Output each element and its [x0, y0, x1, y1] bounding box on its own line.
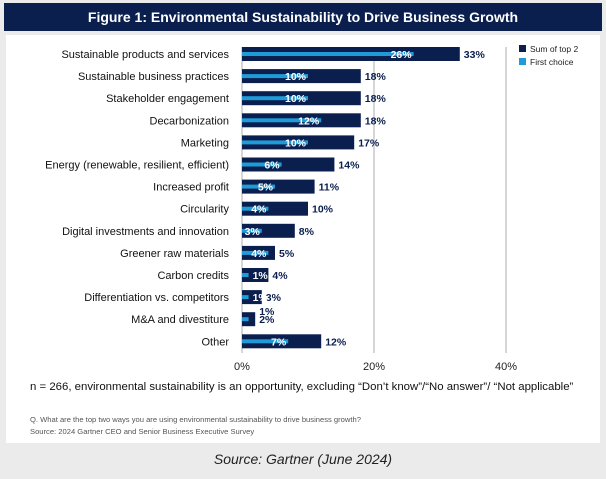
category-label: Other — [201, 336, 229, 348]
bar-first-choice — [242, 317, 249, 322]
bar-sum-top2 — [242, 179, 315, 194]
legend-item-first-choice: First choice — [519, 55, 578, 68]
data-label-first: 1% — [253, 292, 269, 304]
data-label-first: 1% — [259, 306, 275, 318]
bar-chart: 0% 20% 40% Sustainable products and service… — [45, 47, 517, 373]
data-label-first: 5% — [258, 182, 274, 194]
bar-first-choice — [242, 118, 322, 123]
question-note: Q. What are the top two ways you are usi… — [30, 415, 361, 424]
data-label-sum: 8% — [299, 226, 315, 238]
category-label: Marketing — [181, 137, 229, 149]
bar-first-choice — [242, 250, 269, 255]
bar-sum-top2 — [242, 223, 295, 238]
data-label-sum: 18% — [365, 71, 387, 83]
data-label-first: 3% — [245, 226, 261, 238]
data-label-first: 26% — [391, 49, 413, 61]
data-label-first: 12% — [298, 115, 320, 127]
category-label: Greener raw materials — [120, 248, 229, 260]
bar-first-choice — [242, 228, 262, 233]
category-label: Increased profit — [153, 182, 229, 194]
x-tick-label: 0% — [234, 361, 250, 373]
chart-title: Figure 1: Environmental Sustainability t… — [4, 3, 602, 31]
bar-sum-top2 — [242, 268, 269, 282]
data-label-sum: 4% — [272, 270, 288, 282]
category-label: Carbon credits — [157, 270, 229, 282]
data-label-sum: 3% — [266, 292, 282, 304]
data-label-sum: 11% — [319, 182, 340, 194]
bar-first-choice — [242, 273, 249, 277]
data-label-sum: 14% — [338, 160, 360, 172]
x-tick-label: 20% — [363, 361, 385, 373]
data-label-sum: 2% — [259, 314, 275, 326]
bar-first-choice — [242, 184, 275, 189]
survey-source: Source: 2024 Gartner CEO and Senior Busi… — [30, 427, 255, 436]
sample-note: n = 266, environmental sustainability is… — [30, 381, 574, 393]
legend-label-sum-top2: Sum of top 2 — [530, 43, 579, 54]
data-label-first: 6% — [264, 160, 280, 172]
data-label-first: 10% — [285, 137, 307, 149]
data-label-sum: 5% — [279, 248, 295, 260]
category-label: Digital investments and innovation — [62, 226, 229, 238]
category-label: Sustainable products and services — [61, 49, 229, 61]
bar-first-choice — [242, 206, 269, 211]
bar-sum-top2 — [242, 201, 308, 216]
data-label-first: 4% — [251, 204, 267, 216]
category-label: Circularity — [180, 204, 229, 216]
bar-sum-top2 — [242, 157, 335, 172]
data-label-first: 1% — [253, 270, 269, 282]
legend: Sum of top 2 First choice — [519, 42, 578, 68]
data-label-first: 10% — [285, 93, 307, 105]
category-label: Decarbonization — [150, 115, 230, 127]
data-label-sum: 10% — [312, 204, 334, 216]
data-label-first: 7% — [271, 336, 287, 348]
bar-first-choice — [242, 339, 289, 344]
category-label: M&A and divestiture — [131, 314, 229, 326]
data-label-sum: 12% — [325, 336, 347, 348]
data-label-first: 4% — [251, 248, 267, 260]
bar-first-choice — [242, 295, 249, 300]
category-label: Sustainable business practices — [78, 71, 230, 83]
data-label-sum: 18% — [365, 93, 387, 105]
legend-swatch-first-choice — [519, 58, 526, 65]
legend-swatch-sum-top2 — [519, 45, 526, 52]
source-caption: Source: Gartner (June 2024) — [213, 451, 393, 467]
legend-label-first-choice: First choice — [530, 56, 574, 67]
category-label: Differentiation vs. competitors — [84, 292, 229, 304]
bar-first-choice — [242, 96, 308, 101]
legend-item-sum-top2: Sum of top 2 — [519, 42, 578, 55]
category-label: Stakeholder engagement — [106, 93, 229, 105]
chart-panel: 0% 20% 40% Sustainable products and service… — [6, 35, 600, 443]
bar-first-choice — [242, 52, 414, 56]
bar-sum-top2 — [242, 290, 262, 305]
data-label-sum: 18% — [365, 115, 387, 127]
x-tick-label: 40% — [495, 361, 517, 373]
bar-first-choice — [242, 74, 308, 79]
category-label: Energy (renewable, resilient, efficient) — [45, 160, 229, 172]
data-label-first: 10% — [285, 71, 307, 83]
data-label-sum: 17% — [358, 137, 380, 149]
bar-first-choice — [242, 140, 308, 145]
bar-first-choice — [242, 162, 282, 167]
data-label-sum: 33% — [464, 49, 486, 61]
